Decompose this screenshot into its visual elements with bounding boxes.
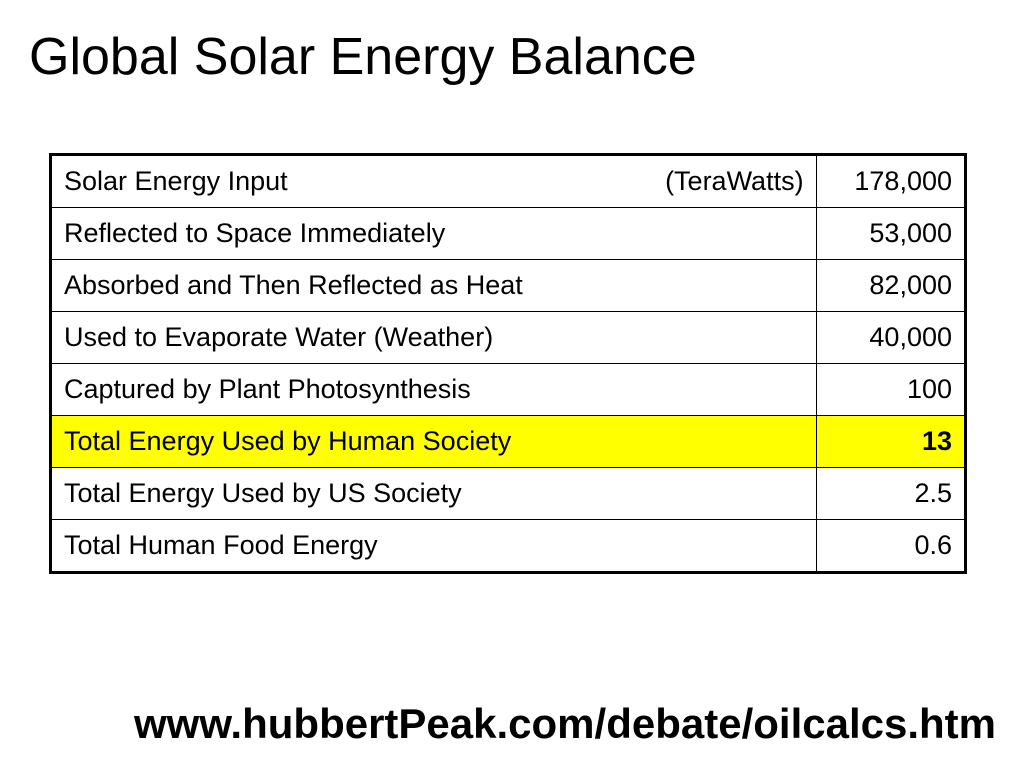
row-label-cell: Solar Energy Input (TeraWatts) <box>50 154 817 208</box>
table-row: Absorbed and Then Reflected as Heat 82,0… <box>50 259 967 312</box>
row-label: Absorbed and Then Reflected as Heat <box>50 259 817 312</box>
table-row: Used to Evaporate Water (Weather) 40,000 <box>50 311 967 364</box>
row-label: Solar Energy Input <box>64 166 288 196</box>
energy-balance-table: Solar Energy Input (TeraWatts) 178,000 R… <box>49 153 967 574</box>
table-row: Total Energy Used by US Society 2.5 <box>50 467 967 520</box>
highlighted-table-row: Total Energy Used by Human Society 13 <box>50 415 967 468</box>
source-url: www.hubbertPeak.com/debate/oilcalcs.htm <box>133 700 996 747</box>
row-value: 40,000 <box>815 311 967 364</box>
row-value: 0.6 <box>815 519 967 573</box>
table-row: Reflected to Space Immediately 53,000 <box>50 207 967 260</box>
row-label: Reflected to Space Immediately <box>50 207 817 260</box>
row-label: Total Energy Used by US Society <box>50 467 817 520</box>
table-row: Total Human Food Energy 0.6 <box>50 519 967 573</box>
row-value: 82,000 <box>815 259 967 312</box>
row-label: Used to Evaporate Water (Weather) <box>50 311 817 364</box>
row-value: 100 <box>815 363 967 416</box>
slide-title: Global Solar Energy Balance <box>29 28 697 86</box>
row-label: Total Energy Used by Human Society <box>50 415 817 468</box>
row-label: Captured by Plant Photosynthesis <box>50 363 817 416</box>
row-value: 13 <box>815 415 967 468</box>
unit-label: (TeraWatts) <box>665 166 804 196</box>
table-row: Captured by Plant Photosynthesis 100 <box>50 363 967 416</box>
row-value: 2.5 <box>815 467 967 520</box>
row-label: Total Human Food Energy <box>50 519 817 573</box>
row-value: 178,000 <box>815 154 967 208</box>
row-value: 53,000 <box>815 207 967 260</box>
table-row: Solar Energy Input (TeraWatts) 178,000 <box>50 154 967 208</box>
